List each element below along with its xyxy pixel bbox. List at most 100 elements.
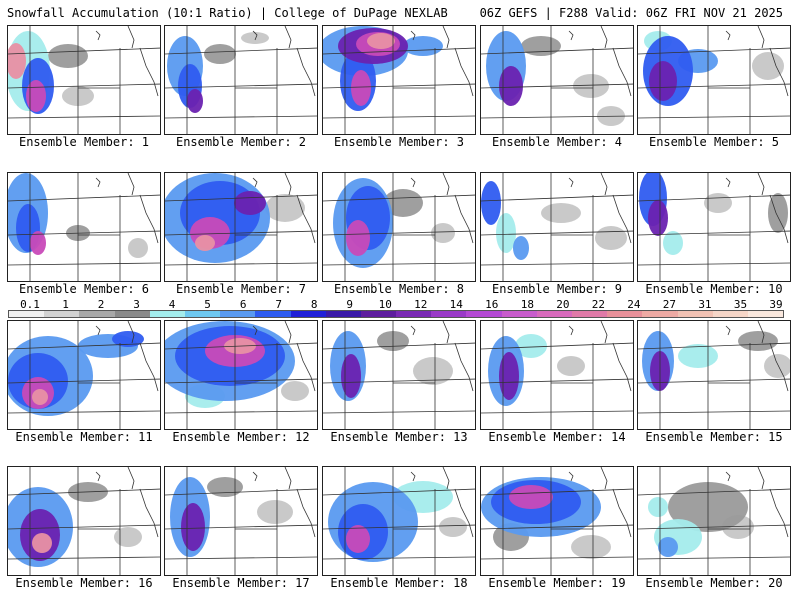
- snowfall-map: [481, 321, 633, 429]
- scale-tick-label: 35: [733, 298, 748, 311]
- state-border: [481, 83, 633, 89]
- ensemble-member-label: Ensemble Member: 8: [333, 282, 465, 296]
- state-border: [252, 177, 258, 188]
- state-border: [454, 194, 474, 244]
- scale-color-swatch: [677, 311, 713, 317]
- state-border: [165, 488, 317, 496]
- state-border: [323, 488, 475, 496]
- scale-color-swatch: [360, 311, 397, 317]
- state-border: [8, 230, 160, 236]
- state-border: [481, 556, 633, 560]
- state-border: [481, 115, 633, 119]
- ensemble-map-panel: [637, 172, 791, 282]
- state-border: [323, 47, 475, 55]
- snowfall-area: [341, 354, 361, 398]
- scale-tick-label: 14: [449, 298, 463, 311]
- snowfall-area: [257, 500, 293, 524]
- state-border: [481, 488, 633, 496]
- state-border: [296, 342, 316, 392]
- scale-tick-label: 1: [62, 298, 69, 311]
- state-border: [139, 47, 159, 97]
- snowfall-map: [481, 173, 633, 281]
- state-border: [284, 173, 292, 196]
- scale-tick-label: 6: [239, 298, 247, 311]
- state-border: [638, 194, 790, 202]
- scale-color-swatch: [9, 311, 45, 317]
- snowfall-area: [181, 503, 205, 551]
- ensemble-member-label: Ensemble Member: 2: [175, 135, 307, 149]
- scale-tick-label: 2: [97, 298, 105, 311]
- ensemble-member-label: Ensemble Member: 12: [172, 430, 310, 444]
- scale-color-bar: [8, 310, 784, 318]
- snowfall-area: [241, 32, 269, 44]
- snowfall-area: [648, 200, 668, 236]
- scale-color-swatch: [149, 311, 185, 317]
- scale-tick-label: 3: [133, 298, 140, 311]
- snowfall-area: [513, 236, 529, 260]
- ensemble-map-panel: [7, 172, 161, 282]
- snowfall-area: [346, 220, 370, 256]
- scale-color-swatch: [466, 311, 502, 317]
- state-border: [127, 26, 135, 49]
- state-border: [454, 47, 474, 97]
- ensemble-map-panel: [480, 466, 634, 576]
- ensemble-map-panel: [164, 320, 318, 430]
- state-border: [165, 194, 317, 202]
- ensemble-member-label: Ensemble Member: 14: [488, 430, 626, 444]
- state-border: [323, 556, 475, 560]
- state-border: [638, 230, 790, 236]
- state-border: [481, 47, 633, 55]
- state-border: [296, 488, 316, 538]
- state-border: [638, 488, 790, 496]
- state-border: [95, 30, 101, 41]
- state-border: [284, 467, 292, 490]
- state-border: [725, 471, 731, 482]
- snowfall-area: [481, 181, 501, 225]
- state-border: [568, 471, 574, 482]
- snowfall-map: [165, 321, 317, 429]
- state-border: [165, 342, 317, 350]
- snowfall-area: [281, 381, 309, 401]
- state-border: [481, 410, 633, 414]
- state-border: [481, 194, 633, 202]
- ensemble-map-panel: [480, 320, 634, 430]
- ensemble-member-label: Ensemble Member: 3: [333, 135, 465, 149]
- state-border: [323, 524, 475, 530]
- state-border: [481, 342, 633, 350]
- state-border: [481, 378, 633, 384]
- state-border: [410, 30, 416, 41]
- state-border: [600, 467, 608, 490]
- state-border: [769, 488, 789, 538]
- scale-tick-label: 10: [378, 298, 392, 311]
- state-border: [757, 173, 765, 196]
- snowfall-area: [648, 497, 668, 517]
- state-border: [323, 115, 475, 119]
- state-border: [769, 342, 789, 392]
- state-border: [296, 194, 316, 244]
- snowfall-map: [8, 26, 160, 134]
- state-border: [410, 471, 416, 482]
- state-border: [725, 30, 731, 41]
- state-border: [95, 177, 101, 188]
- state-border: [139, 194, 159, 244]
- scale-color-swatch: [255, 311, 291, 317]
- state-border: [612, 342, 632, 392]
- snowfall-area: [496, 213, 516, 253]
- snowfall-area: [499, 66, 523, 106]
- snowfall-map: [165, 26, 317, 134]
- state-border: [757, 321, 765, 344]
- state-border: [252, 471, 258, 482]
- snowfall-area: [595, 226, 627, 250]
- state-border: [638, 262, 790, 266]
- snowfall-map: [8, 467, 160, 575]
- ensemble-member-label: Ensemble Member: 10: [645, 282, 783, 296]
- ensemble-map-panel: [480, 172, 634, 282]
- ensemble-map-panel: [7, 25, 161, 135]
- map-title: Snowfall Accumulation (10:1 Ratio) | Col…: [7, 6, 448, 20]
- snowfall-map: [8, 321, 160, 429]
- snowfall-area: [403, 36, 443, 56]
- state-border: [8, 47, 160, 55]
- state-border: [284, 321, 292, 344]
- state-border: [127, 321, 135, 344]
- ensemble-member-label: Ensemble Member: 1: [18, 135, 150, 149]
